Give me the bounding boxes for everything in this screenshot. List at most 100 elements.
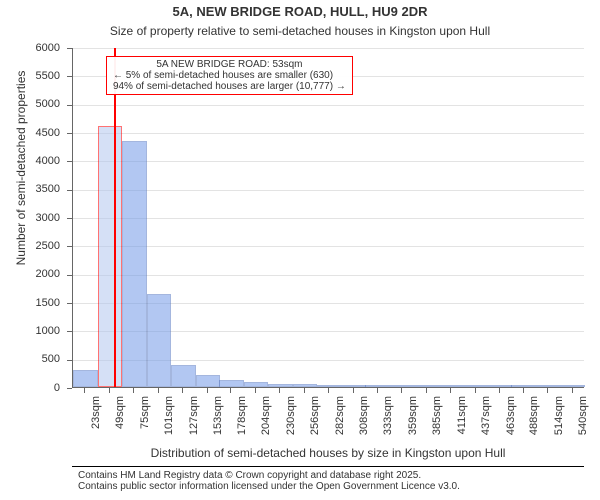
y-tick-label: 4000 (0, 155, 60, 167)
y-tick-mark (67, 218, 72, 219)
x-tick-label: 437sqm (480, 396, 492, 446)
gridline (73, 190, 584, 191)
gridline (73, 161, 584, 162)
chart-attribution: Contains HM Land Registry data © Crown c… (72, 466, 584, 495)
x-tick-mark (523, 388, 524, 393)
x-tick-mark (109, 388, 110, 393)
y-tick-mark (67, 246, 72, 247)
property-size-histogram: 5A, NEW BRIDGE ROAD, HULL, HU9 2DR Size … (0, 0, 600, 500)
y-tick-label: 0 (0, 382, 60, 394)
x-tick-label: 23sqm (90, 396, 102, 446)
chart-subtitle: Size of property relative to semi-detach… (0, 24, 600, 38)
histogram-bar (414, 385, 439, 387)
x-tick-mark (353, 388, 354, 393)
x-tick-mark (450, 388, 451, 393)
histogram-bar (268, 384, 293, 387)
x-tick-mark (158, 388, 159, 393)
histogram-bar (365, 385, 390, 387)
y-tick-label: 3000 (0, 212, 60, 224)
x-tick-mark (401, 388, 402, 393)
plot-area (72, 48, 584, 388)
gridline (73, 275, 584, 276)
histogram-bar (73, 370, 98, 387)
y-tick-label: 4500 (0, 127, 60, 139)
x-tick-label: 75sqm (139, 396, 151, 446)
x-tick-label: 204sqm (260, 396, 272, 446)
x-tick-label: 359sqm (407, 396, 419, 446)
histogram-bar (196, 375, 221, 387)
gridline (73, 48, 584, 49)
x-tick-label: 488sqm (528, 396, 540, 446)
histogram-bar-highlight (98, 126, 123, 387)
histogram-bar (488, 385, 513, 387)
histogram-bar (390, 385, 415, 387)
x-tick-mark (572, 388, 573, 393)
histogram-bar (171, 365, 196, 387)
y-tick-mark (67, 76, 72, 77)
histogram-bar (317, 385, 342, 387)
chart-title: 5A, NEW BRIDGE ROAD, HULL, HU9 2DR (0, 4, 600, 19)
x-tick-mark (230, 388, 231, 393)
gridline (73, 105, 584, 106)
x-tick-label: 230sqm (285, 396, 297, 446)
annotation-title: 5A NEW BRIDGE ROAD: 53sqm (113, 59, 346, 70)
histogram-bar (122, 141, 147, 388)
gridline (73, 133, 584, 134)
y-tick-label: 5500 (0, 70, 60, 82)
x-tick-mark (84, 388, 85, 393)
histogram-bar (147, 294, 172, 388)
histogram-bar (511, 385, 536, 387)
y-tick-label: 1000 (0, 325, 60, 337)
gridline (73, 246, 584, 247)
histogram-bar (560, 385, 585, 387)
attribution-line-1: Contains HM Land Registry data © Crown c… (78, 470, 578, 481)
x-tick-mark (304, 388, 305, 393)
y-tick-mark (67, 48, 72, 49)
annotation-smaller: ← 5% of semi-detached houses are smaller… (113, 70, 346, 81)
y-tick-mark (67, 161, 72, 162)
x-tick-mark (377, 388, 378, 393)
x-tick-label: 127sqm (188, 396, 200, 446)
x-tick-label: 308sqm (358, 396, 370, 446)
annotation-larger: 94% of semi-detached houses are larger (… (113, 81, 346, 92)
x-tick-label: 385sqm (431, 396, 443, 446)
y-tick-label: 3500 (0, 183, 60, 195)
x-tick-label: 153sqm (212, 396, 224, 446)
x-tick-mark (255, 388, 256, 393)
attribution-line-2: Contains public sector information licen… (78, 481, 578, 492)
x-tick-label: 514sqm (553, 396, 565, 446)
y-tick-mark (67, 275, 72, 276)
y-tick-label: 2500 (0, 240, 60, 252)
x-tick-mark (328, 388, 329, 393)
y-tick-mark (67, 303, 72, 304)
gridline (73, 218, 584, 219)
histogram-bar (293, 384, 318, 387)
x-tick-mark (499, 388, 500, 393)
y-tick-mark (67, 331, 72, 332)
x-tick-mark (182, 388, 183, 393)
x-tick-label: 540sqm (577, 396, 589, 446)
x-tick-label: 178sqm (236, 396, 248, 446)
x-tick-mark (207, 388, 208, 393)
x-tick-mark (133, 388, 134, 393)
x-tick-mark (279, 388, 280, 393)
x-tick-label: 333sqm (382, 396, 394, 446)
y-tick-mark (67, 360, 72, 361)
x-tick-label: 256sqm (309, 396, 321, 446)
x-tick-mark (475, 388, 476, 393)
histogram-bar (463, 385, 488, 387)
x-tick-label: 282sqm (334, 396, 346, 446)
histogram-bar (219, 380, 244, 387)
histogram-bar (536, 385, 561, 387)
x-tick-mark (426, 388, 427, 393)
y-tick-label: 2000 (0, 268, 60, 280)
x-tick-mark (547, 388, 548, 393)
y-tick-mark (67, 105, 72, 106)
x-tick-label: 463sqm (505, 396, 517, 446)
histogram-bar (439, 385, 464, 387)
y-tick-label: 6000 (0, 42, 60, 54)
histogram-bar (342, 385, 367, 387)
y-tick-mark (67, 190, 72, 191)
annotation-callout: 5A NEW BRIDGE ROAD: 53sqm← 5% of semi-de… (106, 56, 353, 95)
histogram-bar (244, 382, 269, 387)
